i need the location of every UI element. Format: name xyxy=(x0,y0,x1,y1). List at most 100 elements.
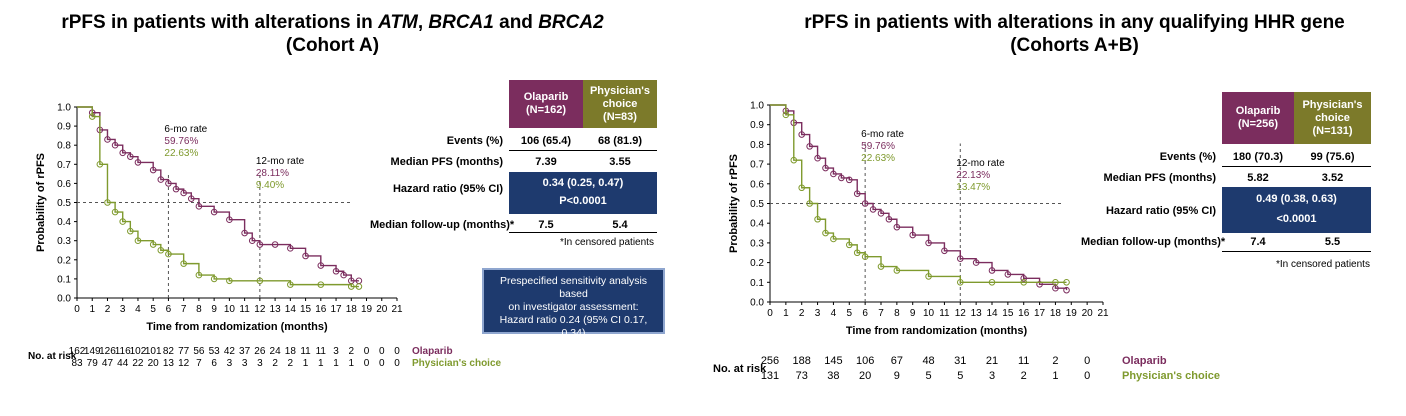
sensitivity-box-a: Prespecified sensitivity analysis based … xyxy=(482,268,665,352)
physician-censor-mark xyxy=(149,241,157,248)
olaparib-censor-mark xyxy=(157,176,165,183)
physician-censor-mark xyxy=(134,237,142,244)
physician-censor-mark xyxy=(1052,279,1059,286)
rate-annotation-title: 12-mo rate xyxy=(956,158,1005,169)
risk-count: 2 xyxy=(1052,355,1059,367)
olaparib-censor-mark xyxy=(869,206,877,213)
risk-count: 5 xyxy=(925,370,932,382)
olaparib-censor-mark xyxy=(877,210,885,217)
y-tick-label: 0.5 xyxy=(57,198,71,209)
risk-count: 3 xyxy=(257,358,263,369)
physician-censor-mark xyxy=(165,250,172,258)
x-tick-label: 6 xyxy=(862,308,868,319)
y-tick-label: 0.7 xyxy=(57,160,71,171)
olaparib-censor-mark xyxy=(956,255,964,262)
physician-censor-mark xyxy=(1063,279,1070,286)
olaparib-censor-mark xyxy=(838,174,845,182)
x-tick-label: 11 xyxy=(939,308,950,319)
row-divider xyxy=(1222,166,1371,167)
hr-value-b: 0.49 (0.38, 0.63) xyxy=(1256,193,1337,205)
followup-olaparib-a: 7.5 xyxy=(538,219,554,231)
risk-count: 3 xyxy=(241,358,248,369)
followup-label-b: Median follow-up (months)* xyxy=(1081,236,1226,248)
risk-count: 67 xyxy=(890,355,903,367)
physician-censor-mark xyxy=(790,156,798,164)
olaparib-censor-mark xyxy=(104,136,111,143)
risk-count: 56 xyxy=(193,346,205,357)
olaparib-censor-mark xyxy=(187,195,195,202)
header-olaparib-b: Olaparib (N=256) xyxy=(1222,92,1294,144)
risk-count: 2 xyxy=(272,358,278,369)
median-physician-b: 3.52 xyxy=(1321,172,1344,184)
risk-count: 18 xyxy=(284,346,296,357)
x-tick-label: 2 xyxy=(799,308,805,319)
x-tick-label: 4 xyxy=(135,304,141,315)
x-tick-label: 20 xyxy=(1082,308,1094,319)
physician-curve xyxy=(77,106,359,288)
risk-count: 102 xyxy=(129,346,147,357)
risk-count: 145 xyxy=(824,355,843,367)
y-axis-label: Probability of rPFS xyxy=(728,154,740,253)
risk-count: 3 xyxy=(226,358,233,369)
risk-count: 20 xyxy=(147,358,159,369)
rate-annotation-physician: 13.47% xyxy=(956,182,990,193)
y-tick-label: 1.0 xyxy=(57,103,71,114)
row-divider xyxy=(509,150,657,151)
olaparib-censor-mark xyxy=(941,247,948,255)
median-olaparib-b: 5.82 xyxy=(1247,172,1269,184)
risk-name-olaparib-b: Olaparib xyxy=(1122,355,1167,367)
olaparib-censor-mark xyxy=(180,189,187,197)
risk-count: 0 xyxy=(378,346,385,357)
olaparib-censor-mark xyxy=(195,203,203,210)
risk-count: 26 xyxy=(254,346,266,357)
risk-count: 83 xyxy=(71,358,83,369)
y-tick-label: 0.5 xyxy=(750,199,764,210)
x-tick-label: 13 xyxy=(971,308,983,319)
p-value-a: P<0.0001 xyxy=(559,195,607,207)
risk-count: 5 xyxy=(957,370,964,382)
risk-count: 0 xyxy=(1084,370,1091,382)
olaparib-censor-mark xyxy=(798,131,806,138)
physician-censor-mark xyxy=(822,229,829,237)
x-tick-label: 5 xyxy=(150,304,156,315)
physician-censor-mark xyxy=(893,267,901,274)
physician-censor-mark xyxy=(806,200,813,207)
risk-count: 42 xyxy=(223,346,235,357)
risk-count: 13 xyxy=(162,358,174,369)
median-physician-a: 3.55 xyxy=(609,156,631,168)
sensitivity-line: on investigator assessment: xyxy=(508,301,639,313)
p-value-b: <0.0001 xyxy=(1276,213,1317,225)
rate-annotation-olaparib: 22.13% xyxy=(956,170,990,181)
risk-count: 2 xyxy=(348,346,355,357)
physician-censor-mark xyxy=(1020,279,1028,286)
risk-count: 1 xyxy=(302,358,309,369)
x-tick-label: 12 xyxy=(955,308,967,319)
physician-curve xyxy=(770,104,1067,283)
risk-name-physician-a: Physician's choice xyxy=(412,358,502,369)
x-tick-label: 17 xyxy=(330,304,342,315)
sensitivity-line: P<0.0001 xyxy=(550,340,597,352)
olaparib-censor-mark xyxy=(925,239,932,247)
y-tick-label: 0.8 xyxy=(57,141,71,152)
risk-count: 12 xyxy=(178,358,190,369)
olaparib-curve xyxy=(770,104,1068,291)
rate-annotation-title: 6-mo rate xyxy=(861,129,904,140)
risk-count: 53 xyxy=(208,346,220,357)
x-tick-label: 8 xyxy=(196,304,202,315)
olaparib-censor-mark xyxy=(111,141,119,149)
olaparib-censor-mark xyxy=(248,237,256,244)
hr-value-a: 0.34 (0.25, 0.47) xyxy=(542,177,624,189)
x-tick-label: 7 xyxy=(181,304,187,315)
hr-box-a: 0.34 (0.25, 0.47) P<0.0001 xyxy=(509,172,657,214)
x-tick-label: 11 xyxy=(239,304,250,315)
followup-physician-b: 5.5 xyxy=(1324,236,1341,248)
y-tick-label: 0.6 xyxy=(750,179,764,190)
risk-count: 24 xyxy=(269,346,281,357)
risk-count: 188 xyxy=(792,355,811,367)
x-tick-label: 18 xyxy=(346,304,358,315)
risk-count: 31 xyxy=(954,355,967,367)
risk-count: 48 xyxy=(922,355,935,367)
risk-count: 11 xyxy=(1017,355,1030,367)
olaparib-curve xyxy=(77,106,359,282)
risk-count: 79 xyxy=(86,358,98,369)
